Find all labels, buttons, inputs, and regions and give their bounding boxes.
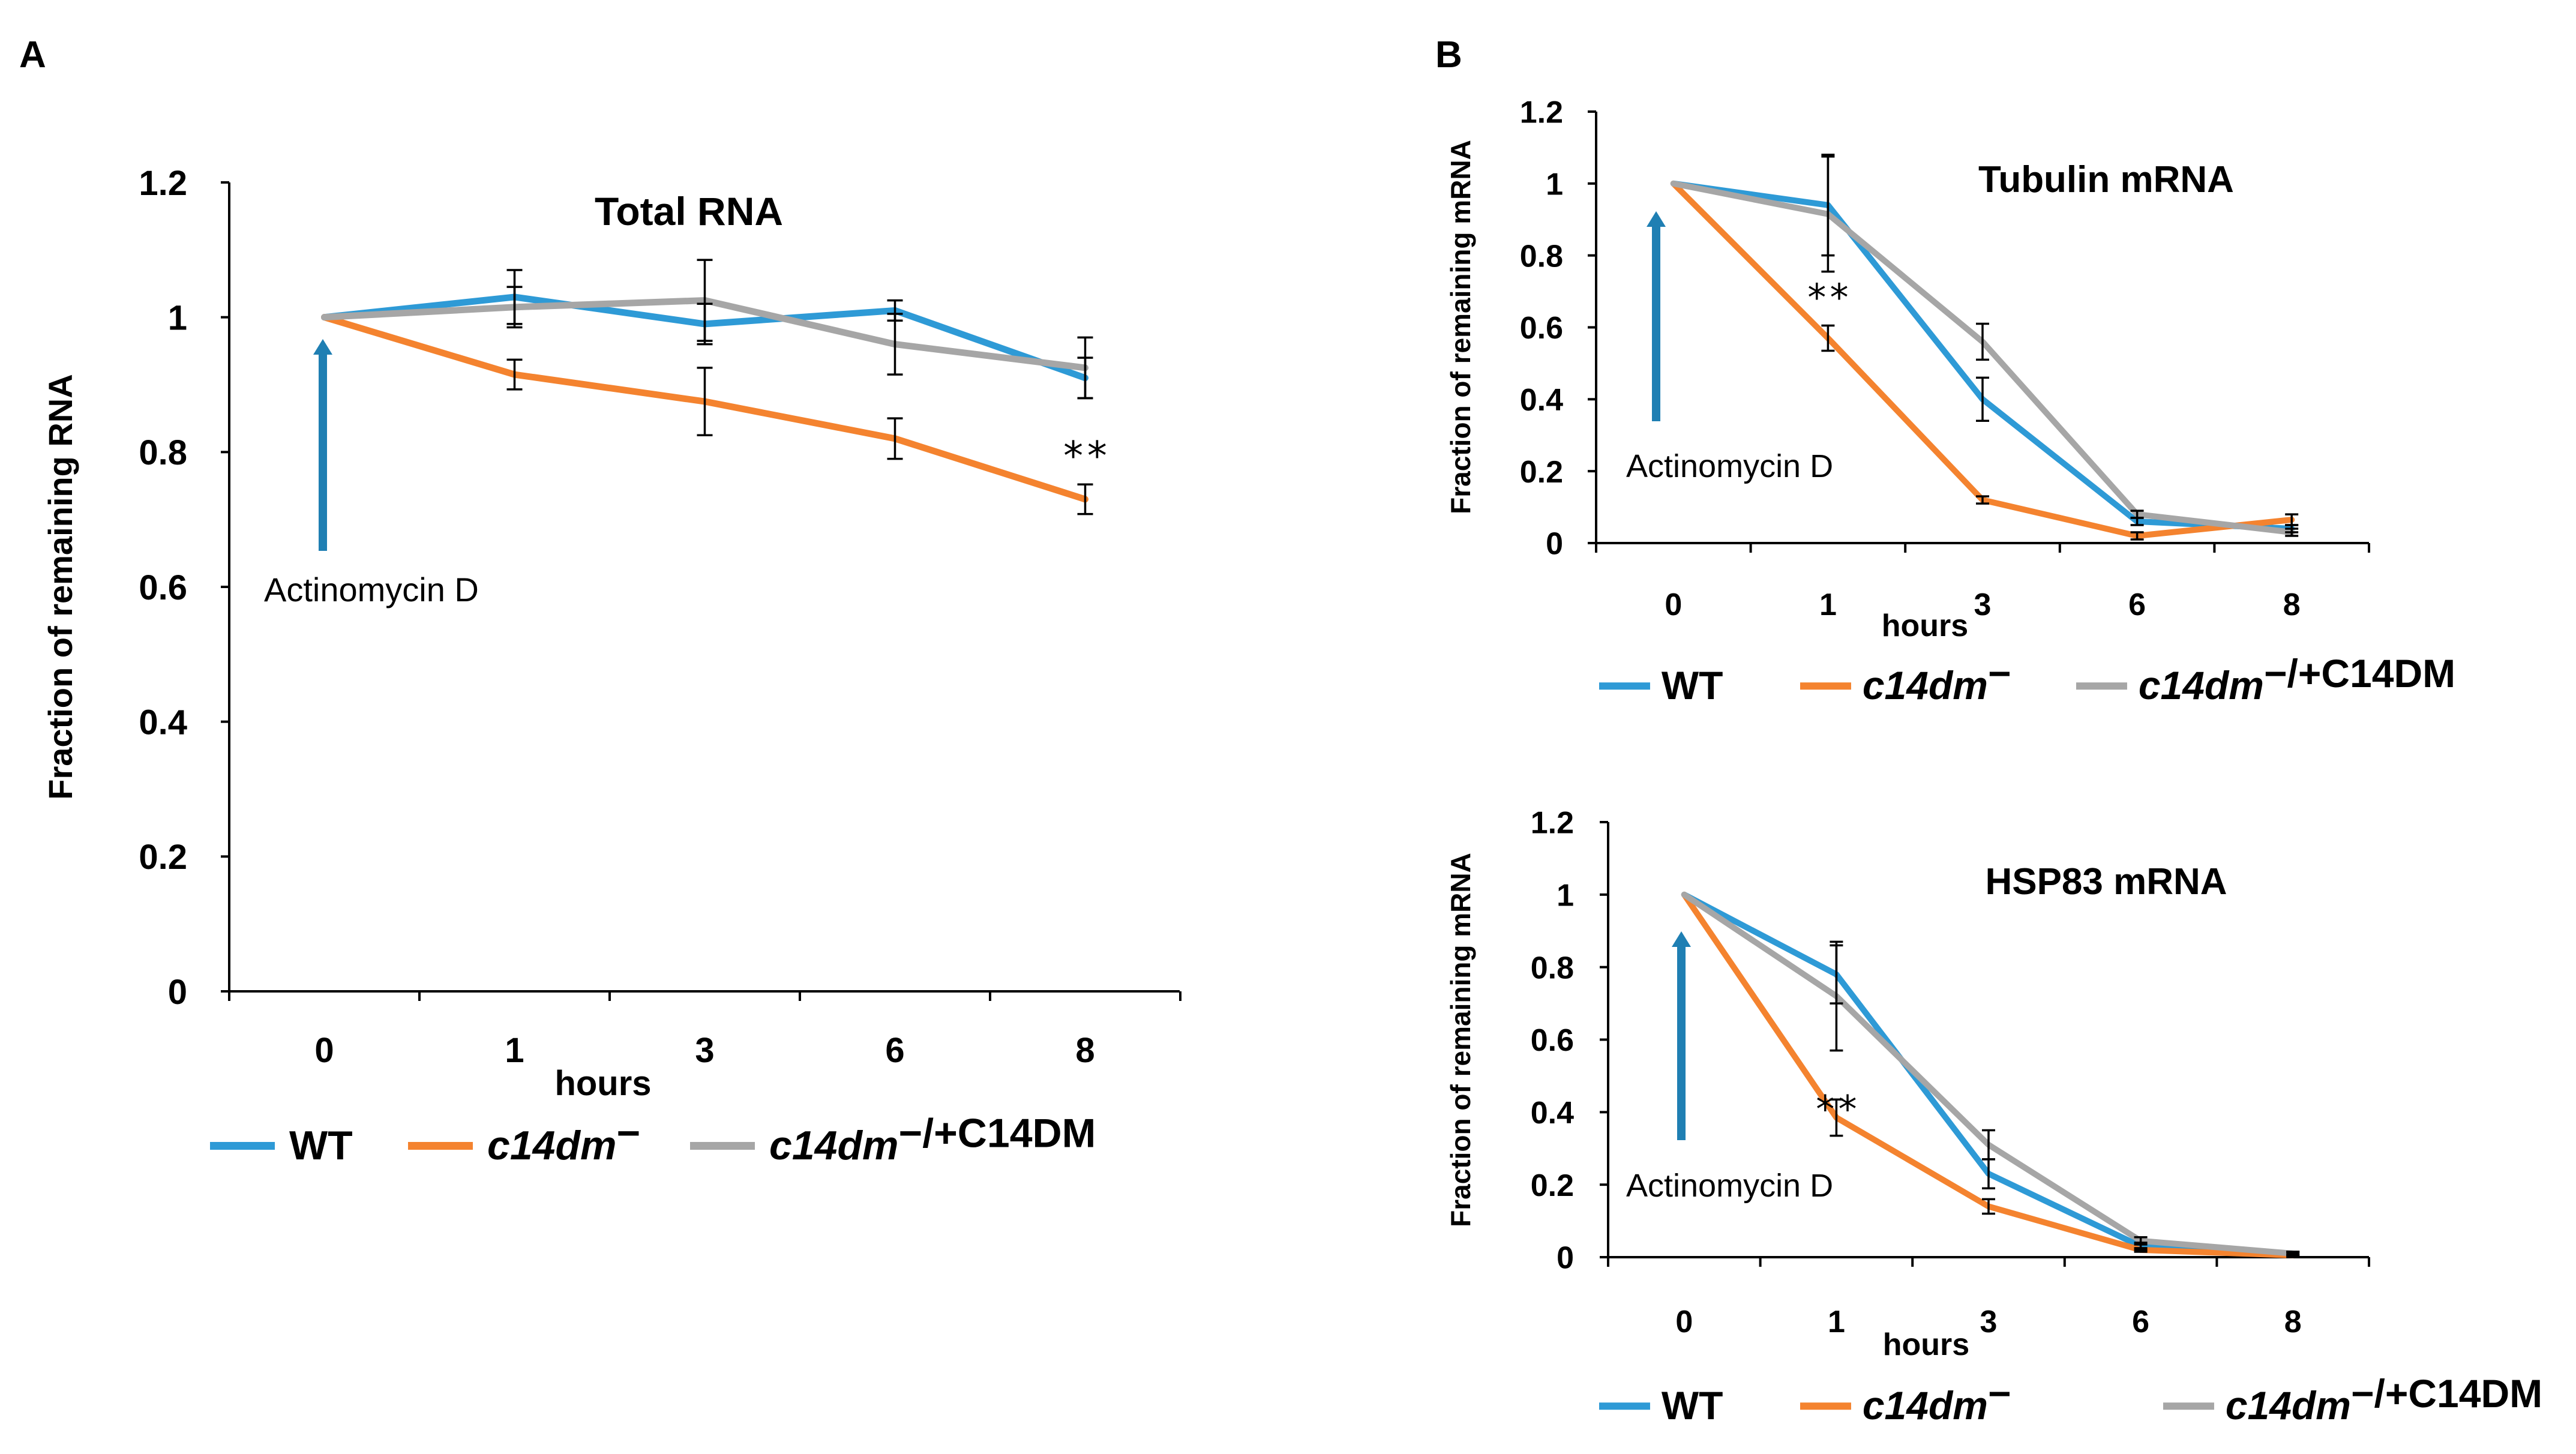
- x-axis-label: hours: [554, 1064, 651, 1103]
- actinomycin-arrow-shaft: [319, 352, 327, 551]
- legend-label-rescue: c14dm−/+C14DM: [769, 1111, 1096, 1168]
- y-tick-label: 0.8: [139, 433, 187, 472]
- x-axis-label: hours: [1883, 1327, 1969, 1362]
- chart-tubulin-mrna: 0 0.2 0.4 0.6 0.8 1 1.2 0 1 3 6 8 hours Fraction of r…: [1445, 95, 2455, 707]
- actinomycin-arrow-head: [1672, 931, 1691, 947]
- actinomycin-arrow-head: [1647, 211, 1666, 227]
- y-axis-label: Fraction of remaining mRNA: [1445, 140, 1476, 514]
- x-tick-label: 6: [2132, 1305, 2149, 1339]
- legend-label-c14dm: c14dm−: [487, 1111, 640, 1168]
- legend-label-wt: WT: [1662, 1383, 1723, 1428]
- y-tick-label: 0.2: [1520, 455, 1563, 490]
- y-tick-label: 0.6: [1531, 1023, 1574, 1058]
- actinomycin-arrow-shaft: [1677, 945, 1686, 1140]
- chart-hsp83-mrna: 0 0.2 0.4 0.6 0.8 1 1.2 0 1 3 6 8 hours Fraction of r…: [1445, 806, 2542, 1428]
- y-tick-label: 1: [168, 299, 187, 338]
- x-tick-label: 6: [885, 1031, 904, 1070]
- y-tick-label: 1: [1557, 879, 1574, 913]
- y-tick-label: 1.2: [139, 164, 187, 203]
- x-tick-label: 8: [2284, 1305, 2302, 1339]
- panel-label-a: A: [19, 34, 46, 76]
- actinomycin-label: Actinomycin D: [1626, 1168, 1833, 1204]
- actinomycin-arrow-head: [313, 339, 332, 355]
- chart-title: HSP83 mRNA: [1985, 861, 2227, 903]
- significance-stars: **: [1806, 276, 1851, 320]
- x-tick-label: 0: [1665, 587, 1682, 622]
- actinomycin-label: Actinomycin D: [264, 571, 479, 608]
- y-tick-label: 1: [1546, 167, 1563, 202]
- y-tick-label: 0.2: [139, 838, 187, 877]
- y-tick-label: 0: [1546, 527, 1563, 562]
- y-axis-label: Fraction of remaining RNA: [41, 374, 79, 799]
- significance-stars: **: [1814, 1087, 1859, 1131]
- x-tick-label: 6: [2128, 587, 2146, 622]
- y-tick-label: 0.8: [1520, 239, 1563, 274]
- actinomycin-label: Actinomycin D: [1626, 448, 1833, 484]
- y-tick-label: 0: [1557, 1241, 1574, 1276]
- x-tick-label: 1: [1828, 1305, 1845, 1339]
- y-tick-label: 0.2: [1531, 1168, 1574, 1203]
- panel-label-b: B: [1435, 34, 1462, 76]
- y-tick-label: 1.2: [1520, 95, 1563, 130]
- x-tick-label: 1: [1819, 587, 1837, 622]
- y-tick-label: 0.8: [1531, 951, 1574, 985]
- x-tick-label: 0: [1675, 1305, 1693, 1339]
- y-axis-label: Fraction of remaining mRNA: [1445, 853, 1476, 1227]
- y-tick-label: 0.6: [139, 568, 187, 607]
- x-tick-label: 8: [2283, 587, 2301, 622]
- y-tick-label: 0.4: [1520, 383, 1563, 418]
- x-axis-label: hours: [1882, 608, 1968, 643]
- y-tick-label: 1.2: [1531, 806, 1574, 841]
- x-tick-label: 3: [695, 1031, 714, 1070]
- chart-total-rna: 0 0.2 0.4 0.6 0.8 1 1.2 0 1 3 6 8 hours Fraction of r…: [41, 164, 1181, 1168]
- y-tick-label: 0: [168, 973, 187, 1012]
- x-tick-label: 3: [1974, 587, 1992, 622]
- significance-stars: **: [1061, 433, 1109, 479]
- legend-label-wt: WT: [1662, 663, 1723, 707]
- legend-label-c14dm: c14dm−: [1863, 1371, 2011, 1428]
- y-tick-label: 0.4: [1531, 1096, 1574, 1131]
- x-tick-label: 8: [1075, 1031, 1094, 1070]
- legend-label-c14dm: c14dm−: [1863, 651, 2011, 707]
- actinomycin-arrow-shaft: [1652, 224, 1660, 421]
- legend-label-wt: WT: [289, 1123, 353, 1168]
- legend-label-rescue: c14dm−/+C14DM: [2139, 651, 2455, 707]
- x-tick-label: 3: [1980, 1305, 1998, 1339]
- x-tick-label: 1: [505, 1031, 524, 1070]
- chart-title: Tubulin mRNA: [1978, 159, 2234, 200]
- y-tick-label: 0.6: [1520, 311, 1563, 346]
- x-tick-label: 0: [314, 1031, 334, 1070]
- legend-label-rescue: c14dm−/+C14DM: [2226, 1371, 2542, 1428]
- chart-title: Total RNA: [595, 189, 783, 233]
- y-tick-label: 0.4: [139, 703, 187, 742]
